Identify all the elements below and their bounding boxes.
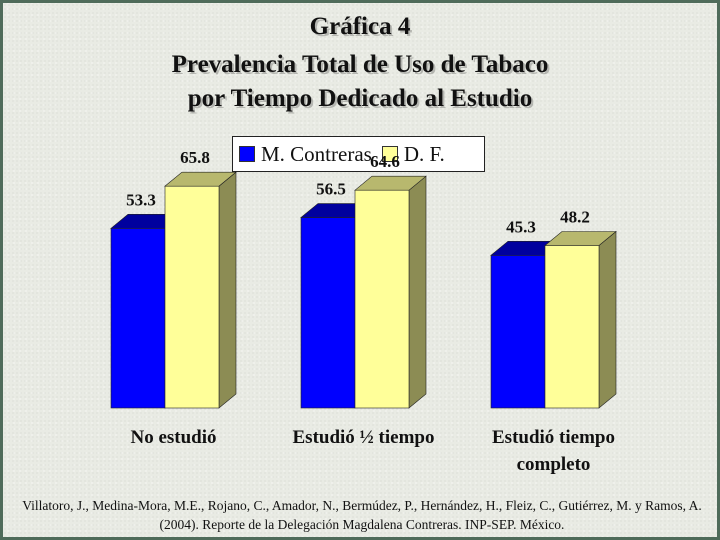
chart-legend: M. Contreras D. F. <box>232 136 485 172</box>
category-label-1: No estudió <box>74 424 274 451</box>
bar-series-1-cat-1 <box>110 228 166 409</box>
bar-side-series-2-cat-1 <box>218 171 237 409</box>
bar-chart: 53.3 65.8 56.5 64.6 45.3 48.2 <box>110 148 617 409</box>
data-label-series-2-cat-3: 48.2 <box>560 207 590 226</box>
chart-title-line-2: Prevalencia Total de Uso de Tabaco <box>171 51 549 78</box>
bar-series-1-cat-2 <box>300 217 356 409</box>
bar-top-series-2-cat-1 <box>164 171 237 187</box>
bar-top-series-2-cat-2 <box>354 175 427 191</box>
data-label-series-2-cat-1: 65.8 <box>180 148 210 167</box>
bar-top-series-2-cat-3 <box>544 231 617 246</box>
bar-series-2-cat-3 <box>544 245 600 409</box>
legend-label-series-2: D. F. <box>403 141 445 166</box>
legend-swatch-series-1 <box>239 146 255 162</box>
data-label-series-1-cat-3: 45.3 <box>506 217 536 236</box>
category-label-3: Estudió tiempo completo <box>454 424 654 478</box>
legend-item-series-1: M. Contreras <box>239 142 372 167</box>
category-label-2: Estudió ½ tiempo <box>264 424 464 451</box>
source-citation: Villatoro, J., Medina-Mora, M.E., Rojano… <box>22 498 702 532</box>
category-label-2-line-1: Estudió ½ tiempo <box>292 427 435 448</box>
category-label-3-line-2: completo <box>516 454 591 475</box>
category-label-3-line-1: Estudió tiempo <box>492 427 615 448</box>
data-label-series-2-cat-2: 64.6 <box>370 152 400 171</box>
chart-title-line-3: por Tiempo Dedicado al Estudio <box>187 85 533 112</box>
data-label-series-1-cat-2: 56.5 <box>316 180 346 199</box>
bar-series-1-cat-3 <box>490 254 546 409</box>
data-label-series-1-cat-1: 53.3 <box>126 190 156 209</box>
legend-label-series-1: M. Contreras <box>261 141 372 166</box>
legend-swatch-series-2 <box>381 146 398 162</box>
bar-side-series-2-cat-3 <box>598 230 617 409</box>
bar-side-series-2-cat-2 <box>408 175 427 409</box>
legend-item-series-2: D. F. <box>381 141 445 167</box>
bar-series-2-cat-2 <box>354 189 410 409</box>
bar-series-2-cat-1 <box>164 185 220 409</box>
chart-title-line-1: Gráfica 4 <box>309 13 411 40</box>
category-label-1-line-1: No estudió <box>130 427 217 448</box>
